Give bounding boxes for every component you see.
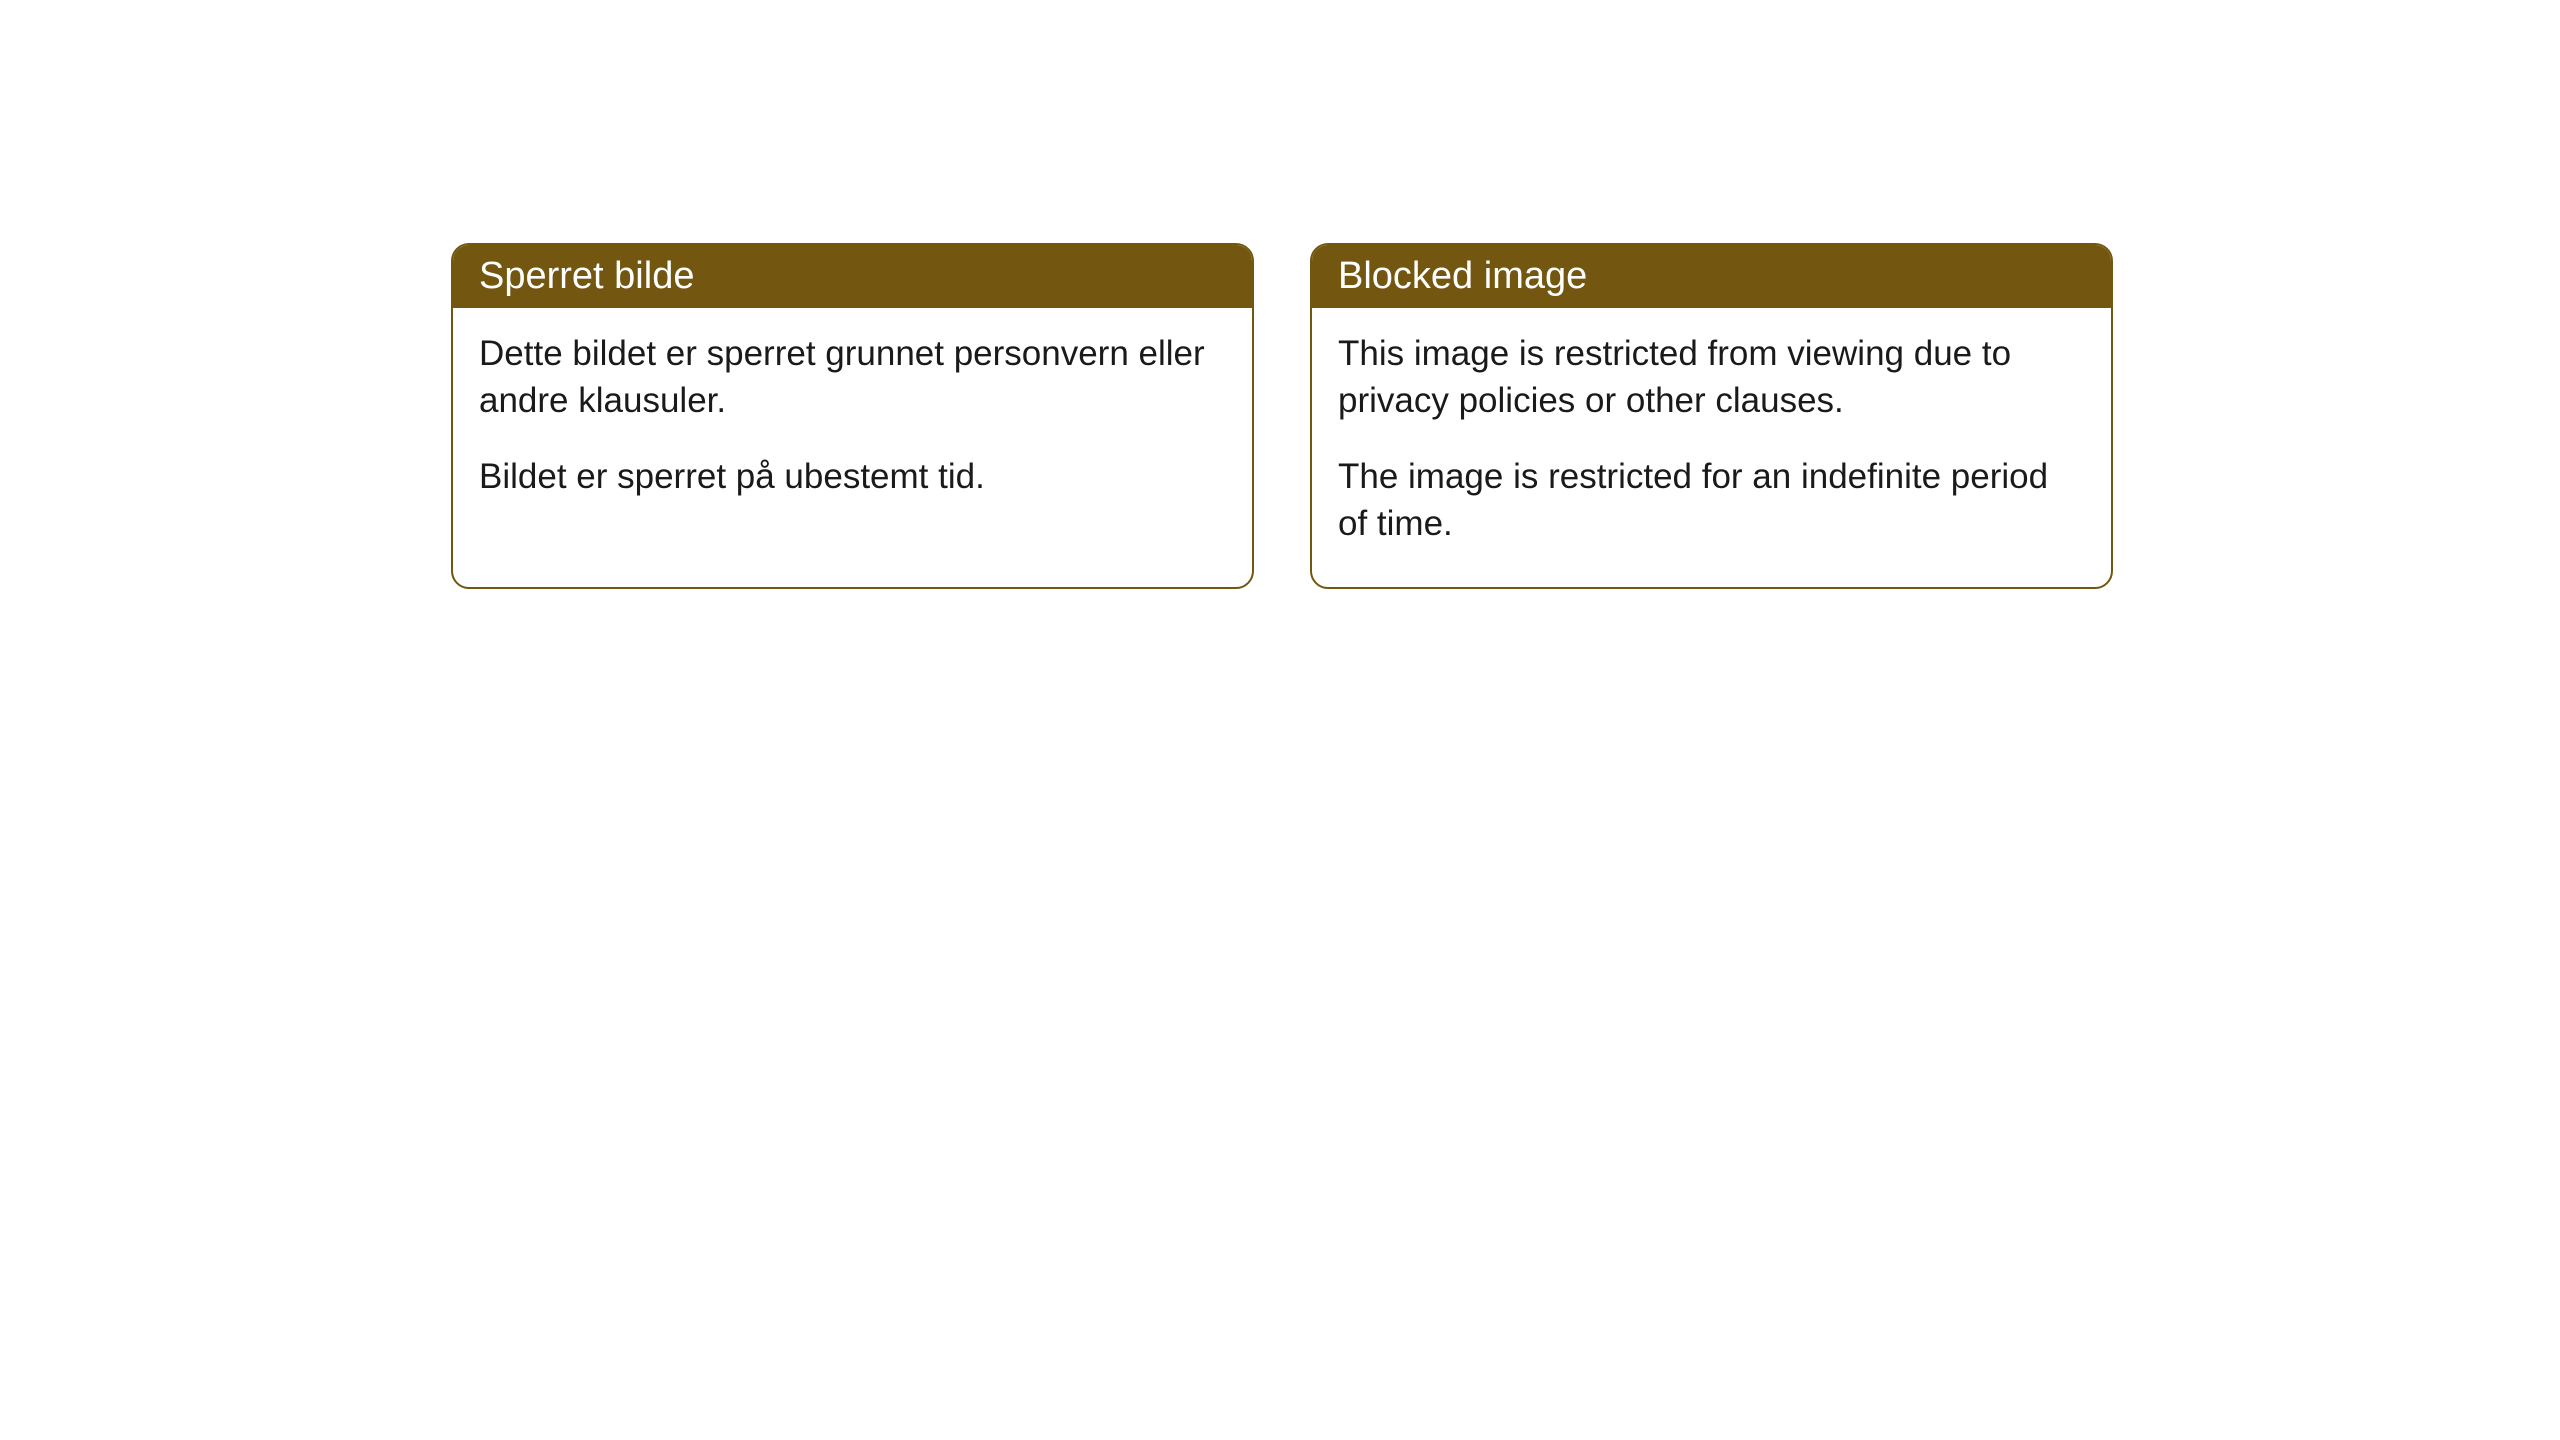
card-body-english: This image is restricted from viewing du… <box>1312 308 2111 587</box>
card-paragraph-1-english: This image is restricted from viewing du… <box>1338 330 2085 425</box>
card-header-norwegian: Sperret bilde <box>453 245 1252 308</box>
card-title-english: Blocked image <box>1338 255 1587 297</box>
card-body-norwegian: Dette bildet er sperret grunnet personve… <box>453 308 1252 540</box>
card-title-norwegian: Sperret bilde <box>479 255 694 297</box>
card-paragraph-1-norwegian: Dette bildet er sperret grunnet personve… <box>479 330 1226 425</box>
blocked-image-card-english: Blocked image This image is restricted f… <box>1310 243 2113 589</box>
card-paragraph-2-english: The image is restricted for an indefinit… <box>1338 453 2085 548</box>
card-paragraph-2-norwegian: Bildet er sperret på ubestemt tid. <box>479 453 1226 500</box>
blocked-image-card-norwegian: Sperret bilde Dette bildet er sperret gr… <box>451 243 1254 589</box>
notice-cards-container: Sperret bilde Dette bildet er sperret gr… <box>451 243 2113 589</box>
card-header-english: Blocked image <box>1312 245 2111 308</box>
